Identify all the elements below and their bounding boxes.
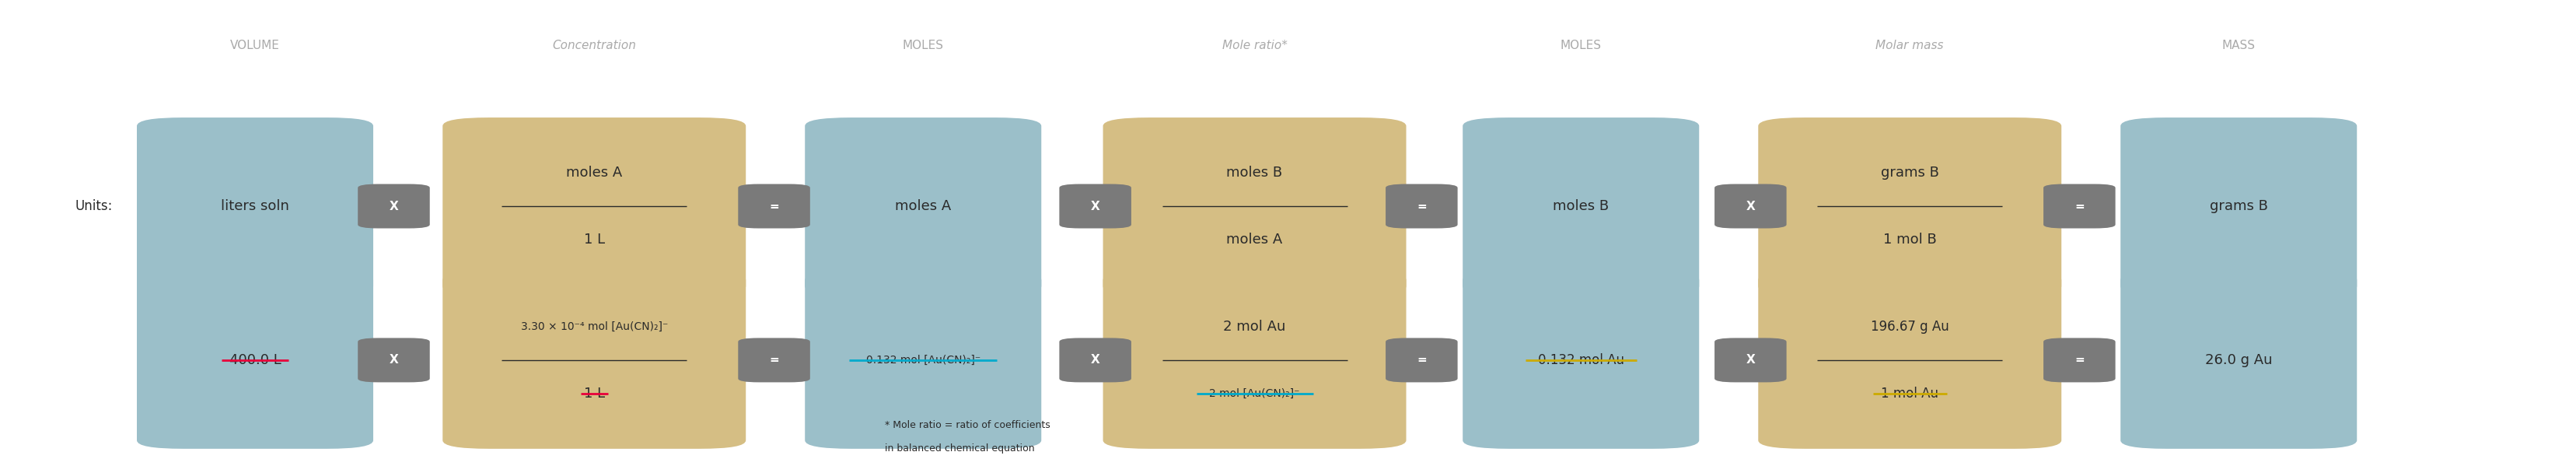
Text: 2 mol Au: 2 mol Au [1224, 319, 1285, 333]
FancyBboxPatch shape [443, 272, 747, 449]
FancyBboxPatch shape [358, 184, 430, 228]
Text: Mole ratio*: Mole ratio* [1221, 39, 1288, 51]
Text: Molar mass: Molar mass [1875, 39, 1945, 51]
Text: moles B: moles B [1226, 166, 1283, 179]
FancyBboxPatch shape [1059, 184, 1131, 228]
Text: moles A: moles A [1226, 233, 1283, 247]
Text: in balanced chemical equation: in balanced chemical equation [884, 444, 1036, 454]
Text: moles B: moles B [1553, 199, 1610, 213]
FancyBboxPatch shape [739, 184, 809, 228]
Text: =: = [770, 354, 778, 366]
Text: MOLES: MOLES [902, 39, 943, 51]
Text: 1 mol Au: 1 mol Au [1880, 387, 1940, 401]
Text: 3.30 × 10⁻⁴ mol [Au(CN)₂]⁻: 3.30 × 10⁻⁴ mol [Au(CN)₂]⁻ [520, 321, 667, 332]
Text: liters soln: liters soln [222, 199, 289, 213]
Text: * Mole ratio = ratio of coefficients: * Mole ratio = ratio of coefficients [884, 420, 1051, 430]
Text: Concentration: Concentration [551, 39, 636, 51]
FancyBboxPatch shape [137, 272, 374, 449]
Text: grams B: grams B [2210, 199, 2267, 213]
FancyBboxPatch shape [2120, 272, 2357, 449]
Text: X: X [389, 201, 399, 212]
FancyBboxPatch shape [1059, 338, 1131, 382]
Text: 1 mol B: 1 mol B [1883, 233, 1937, 247]
Text: X: X [1747, 201, 1754, 212]
FancyBboxPatch shape [1759, 272, 2061, 449]
FancyBboxPatch shape [804, 117, 1041, 295]
FancyBboxPatch shape [1386, 184, 1458, 228]
Text: 2 mol [Au(CN)₂]⁻: 2 mol [Au(CN)₂]⁻ [1208, 388, 1301, 399]
FancyBboxPatch shape [1103, 117, 1406, 295]
FancyBboxPatch shape [1716, 338, 1788, 382]
Text: grams B: grams B [1880, 166, 1940, 179]
FancyBboxPatch shape [1386, 338, 1458, 382]
FancyBboxPatch shape [2043, 338, 2115, 382]
Text: 0.132 mol [Au(CN)₂]⁻: 0.132 mol [Au(CN)₂]⁻ [866, 355, 981, 366]
FancyBboxPatch shape [443, 117, 747, 295]
FancyBboxPatch shape [1716, 184, 1788, 228]
FancyBboxPatch shape [1759, 117, 2061, 295]
FancyBboxPatch shape [1103, 272, 1406, 449]
FancyBboxPatch shape [358, 338, 430, 382]
Text: MASS: MASS [2223, 39, 2257, 51]
Text: =: = [1417, 201, 1427, 212]
Text: moles A: moles A [567, 166, 623, 179]
Text: 400.0 L: 400.0 L [229, 353, 281, 367]
FancyBboxPatch shape [739, 338, 809, 382]
Text: X: X [1090, 354, 1100, 366]
Text: 1 L: 1 L [585, 387, 605, 401]
Text: moles A: moles A [894, 199, 951, 213]
Text: VOLUME: VOLUME [229, 39, 281, 51]
Text: 26.0 g Au: 26.0 g Au [2205, 353, 2272, 367]
Text: X: X [1747, 354, 1754, 366]
Text: MOLES: MOLES [1561, 39, 1602, 51]
FancyBboxPatch shape [137, 117, 374, 295]
FancyBboxPatch shape [1463, 272, 1700, 449]
Text: X: X [389, 354, 399, 366]
Text: =: = [2074, 201, 2084, 212]
FancyBboxPatch shape [1463, 117, 1700, 295]
FancyBboxPatch shape [2120, 117, 2357, 295]
Text: =: = [770, 201, 778, 212]
Text: =: = [1417, 354, 1427, 366]
Text: 196.67 g Au: 196.67 g Au [1870, 319, 1950, 333]
FancyBboxPatch shape [804, 272, 1041, 449]
Text: 1 L: 1 L [585, 233, 605, 247]
Text: =: = [2074, 354, 2084, 366]
FancyBboxPatch shape [2043, 184, 2115, 228]
Text: X: X [1090, 201, 1100, 212]
Text: Units:: Units: [75, 199, 113, 213]
Text: 0.132 mol Au: 0.132 mol Au [1538, 353, 1623, 367]
